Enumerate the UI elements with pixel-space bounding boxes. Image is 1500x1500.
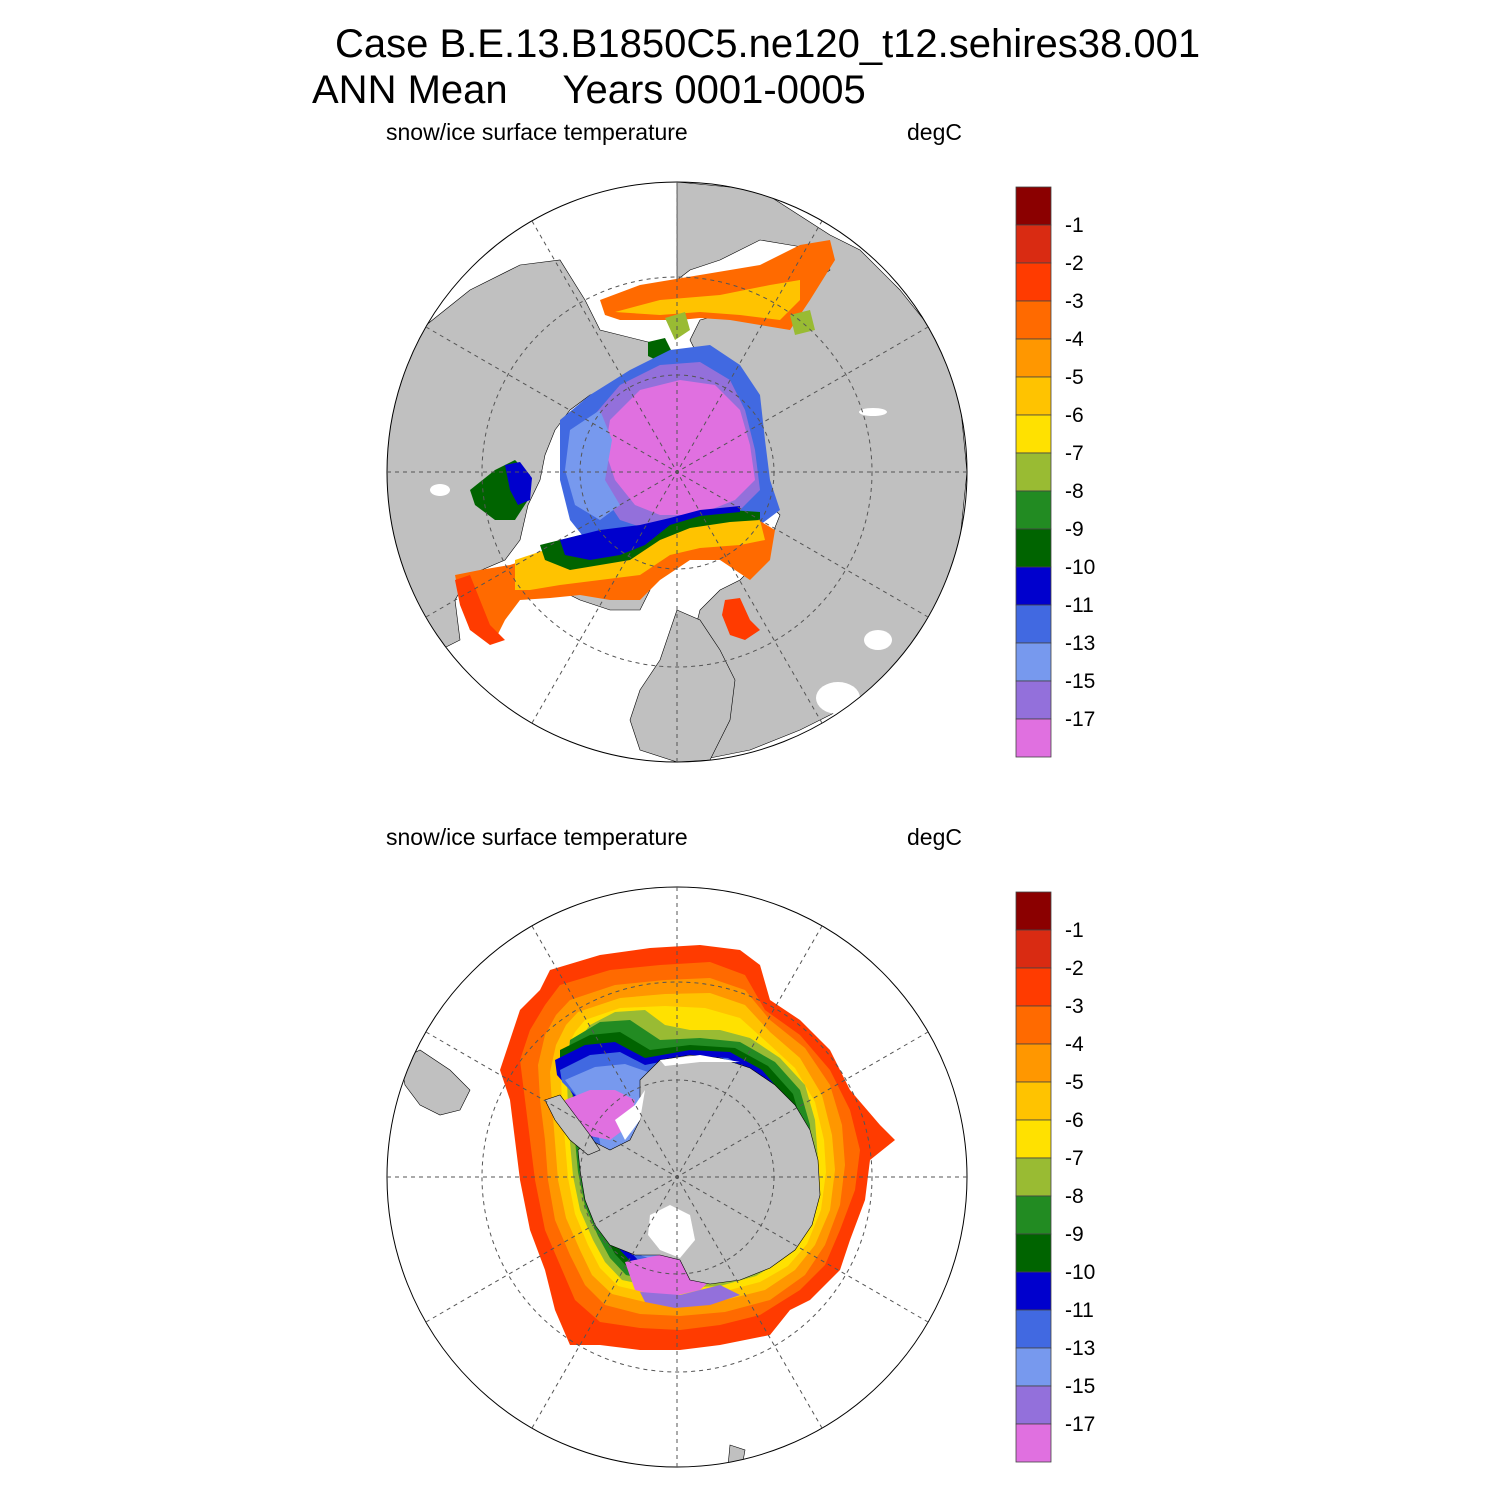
colorbar-swatch [1015, 566, 1052, 606]
colorbar-swatch [1015, 186, 1052, 226]
south-ice-shelf-coast [660, 1055, 740, 1066]
colorbar-swatch [1015, 1385, 1052, 1425]
north-ice-archipelago [565, 410, 620, 520]
colorbar-tick-label: -1 [1065, 919, 1084, 942]
south-units-label: degC [907, 824, 962, 850]
colorbar-swatch [1015, 929, 1052, 969]
colorbar-swatch [1015, 642, 1052, 682]
colorbar-tick-label: -9 [1065, 518, 1084, 541]
colorbar-swatch [1015, 1233, 1052, 1273]
colorbar-swatch [1015, 490, 1052, 530]
colorbar-tick-label: -3 [1065, 290, 1084, 313]
colorbar-tick-label: -13 [1065, 632, 1095, 655]
north-ice-bering-mid [615, 280, 800, 320]
north-graticule [387, 182, 967, 762]
colorbar-tick-label: -2 [1065, 252, 1084, 275]
colorbar-swatch [1015, 1157, 1052, 1197]
colorbar-tick-label: -9 [1065, 1223, 1084, 1246]
colorbar-tick-label: -5 [1065, 1071, 1084, 1094]
colorbar-tick-label: -17 [1065, 708, 1095, 731]
colorbar-tick-label: -7 [1065, 442, 1084, 465]
north-variable-label: snow/ice surface temperature [386, 119, 688, 145]
colorbar-swatch [1015, 338, 1052, 378]
north-colorbar: -1 -2 -3 -4 -5 -6 -7 -8 -9 -10 -11 -13 -15 -17 [1015, 186, 1095, 758]
north-ice-central-arctic [605, 380, 755, 515]
south-colorbar: -1 -2 -3 -4 -5 -6 -7 -8 -9 -10 -11 -13 -15 -17 [1015, 891, 1095, 1463]
colorbar-tick-label: -11 [1065, 1299, 1094, 1322]
colorbar-tick-label: -7 [1065, 1147, 1084, 1170]
colorbar-tick-label: -8 [1065, 1185, 1084, 1208]
colorbar-tick-label: -1 [1065, 214, 1084, 237]
south-ice-shelf-ronne [615, 1090, 645, 1140]
colorbar-tick-label: -5 [1065, 366, 1084, 389]
north-ice-baltic [722, 598, 760, 640]
south-land-antarctic-peninsula [544, 1094, 601, 1156]
north-ice-atlantic-band [515, 518, 765, 590]
colorbar-tick-label: -17 [1065, 1413, 1095, 1436]
colorbar-swatch [1015, 224, 1052, 264]
colorbar-swatch [1015, 1309, 1052, 1349]
figure-title-line1: Case B.E.13.B1850C5.ne120_t12.sehires38.… [335, 22, 1201, 66]
colorbar-swatch [1015, 1423, 1052, 1463]
colorbar-tick-label: -13 [1065, 1337, 1095, 1360]
north-polar-map [386, 181, 968, 763]
colorbar-swatch [1015, 680, 1052, 720]
colorbar-tick-label: -8 [1065, 480, 1084, 503]
colorbar-tick-label: -2 [1065, 957, 1084, 980]
colorbar-tick-label: -3 [1065, 995, 1084, 1018]
north-lake [430, 484, 450, 496]
colorbar-tick-label: -11 [1065, 594, 1094, 617]
colorbar-swatch [1015, 891, 1052, 931]
colorbar-swatch [1015, 376, 1052, 416]
north-land-europe [629, 609, 736, 762]
colorbar-tick-label: -6 [1065, 404, 1084, 427]
colorbar-swatch [1015, 1195, 1052, 1235]
colorbar-swatch [1015, 604, 1052, 644]
colorbar-tick-label: -10 [1065, 1261, 1095, 1284]
south-variable-label: snow/ice surface temperature [386, 824, 688, 850]
colorbar-tick-label: -6 [1065, 1109, 1084, 1132]
south-land-south-america [399, 1049, 471, 1116]
north-lake [859, 408, 887, 416]
colorbar-tick-label: -15 [1065, 670, 1095, 693]
colorbar-tick-label: -4 [1065, 1033, 1084, 1056]
colorbar-swatch [1015, 1005, 1052, 1045]
colorbar-swatch [1015, 1347, 1052, 1387]
north-ice-bering-green [665, 310, 815, 340]
south-polar-map [386, 886, 968, 1468]
colorbar-swatch [1015, 300, 1052, 340]
colorbar-swatch [1015, 528, 1052, 568]
north-ice-atlantic-blue [560, 506, 740, 560]
colorbar-swatch [1015, 414, 1052, 454]
north-sea [816, 682, 860, 714]
colorbar-swatch [1015, 1043, 1052, 1083]
south-graticule [387, 887, 967, 1467]
colorbar-swatch [1015, 718, 1052, 758]
colorbar-tick-label: -15 [1065, 1375, 1095, 1398]
north-land-asia-america [387, 259, 661, 651]
south-ice-ross-fringe [640, 1285, 740, 1308]
colorbar-swatch [1015, 1081, 1052, 1121]
south-ice-shelf-ross [648, 1205, 695, 1258]
colorbar-swatch [1015, 967, 1052, 1007]
north-units-label: degC [907, 119, 962, 145]
figure-title-line2: ANN Mean Years 0001-0005 [312, 68, 866, 112]
colorbar-swatch [1015, 262, 1052, 302]
north-sea [864, 630, 892, 650]
colorbar-swatch [1015, 452, 1052, 492]
colorbar-swatch [1015, 1271, 1052, 1311]
colorbar-swatch [1015, 1119, 1052, 1159]
colorbar-tick-label: -4 [1065, 328, 1084, 351]
colorbar-tick-label: -10 [1065, 556, 1095, 579]
north-ice-hudson-bay-inner [505, 462, 532, 505]
